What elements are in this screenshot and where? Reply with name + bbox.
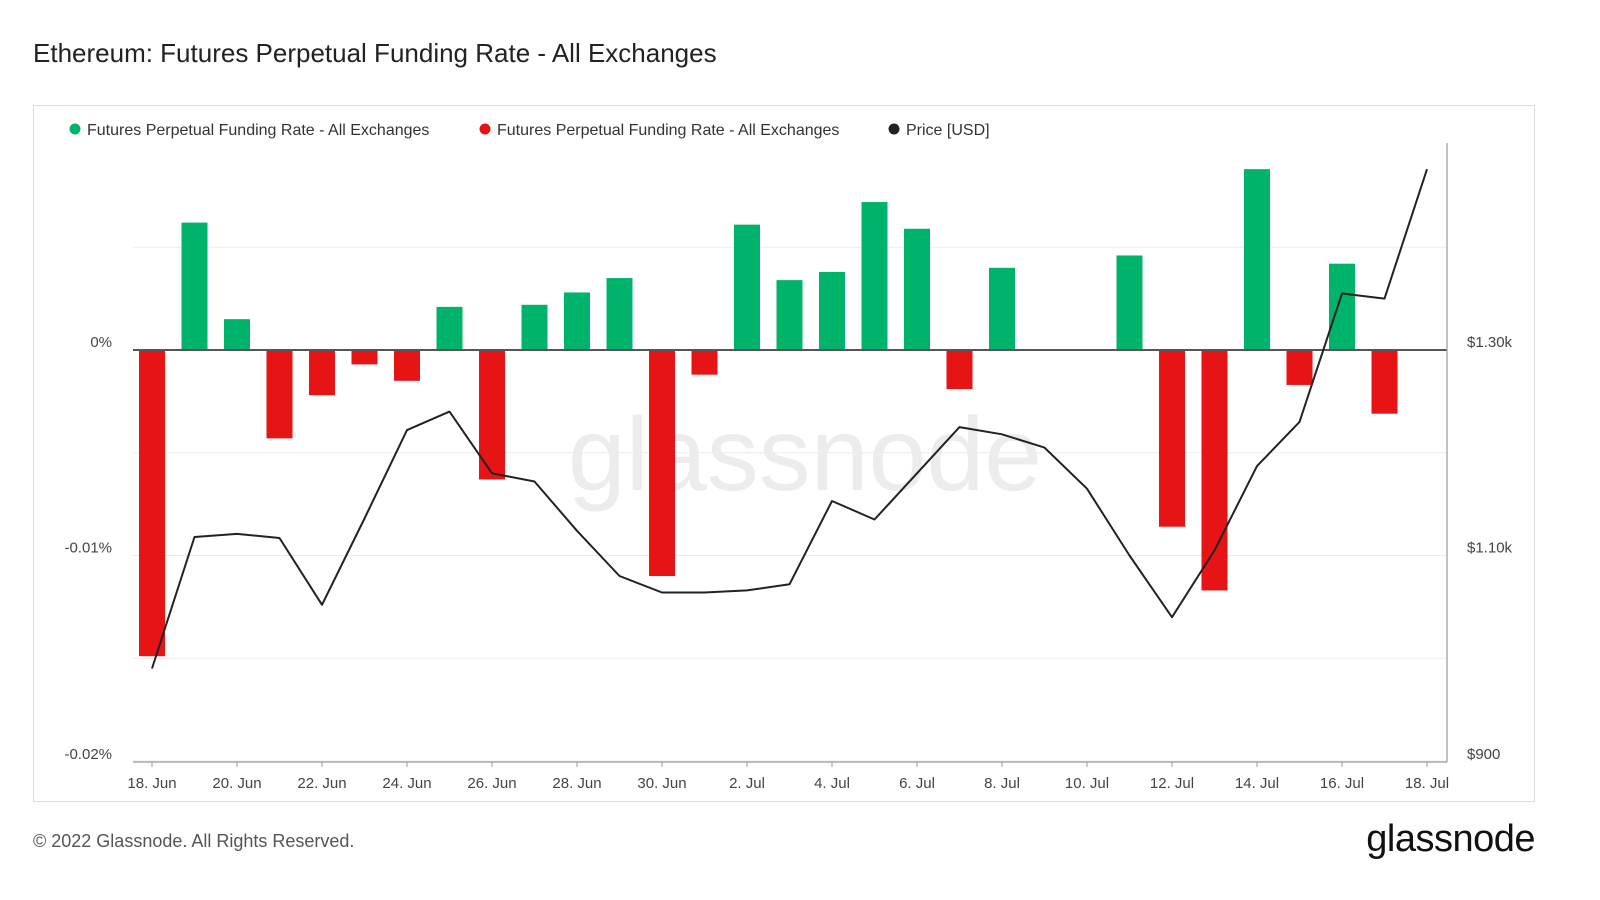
legend-marker-0 xyxy=(69,123,81,135)
bar-13. Jul xyxy=(1201,350,1228,591)
left-tick-0: 0% xyxy=(90,334,112,351)
price-line xyxy=(151,168,1428,669)
bar-15. Jul xyxy=(1286,350,1313,385)
x-tick-3: 24. Jun xyxy=(382,775,431,792)
x-tick-7: 2. Jul xyxy=(729,775,765,792)
right-tick-1: $1.10k xyxy=(1467,540,1513,557)
x-tick-4: 26. Jun xyxy=(467,775,516,792)
bar-23. Jun xyxy=(351,350,378,365)
right-tick-2: $900 xyxy=(1467,746,1500,763)
x-tick-2: 22. Jun xyxy=(297,775,346,792)
bar-25. Jun xyxy=(436,306,463,350)
legend-label-0: Futures Perpetual Funding Rate - All Exc… xyxy=(87,122,429,139)
copyright-text: © 2022 Glassnode. All Rights Reserved. xyxy=(33,831,355,851)
bar-2. Jul xyxy=(734,224,760,350)
x-tick-15: 18. Jul xyxy=(1405,775,1449,792)
bar-4. Jul xyxy=(819,271,845,350)
grid-lines xyxy=(133,246,1447,762)
legend: Futures Perpetual Funding Rate - All Exc… xyxy=(69,122,990,139)
bar-18. Jun xyxy=(139,350,165,657)
bar-1. Jul xyxy=(691,350,718,375)
x-tick-13: 14. Jul xyxy=(1235,775,1279,792)
x-tick-11: 10. Jul xyxy=(1065,775,1109,792)
chart-title: Ethereum: Futures Perpetual Funding Rate… xyxy=(33,38,717,68)
x-tick-6: 30. Jun xyxy=(637,775,686,792)
bar-26. Jun xyxy=(479,350,505,480)
chart-panel xyxy=(33,105,1535,802)
watermark: glassnode xyxy=(568,397,1042,513)
bar-19. Jun xyxy=(181,222,208,350)
bar-30. Jun xyxy=(649,350,675,577)
bar-6. Jul xyxy=(904,228,930,350)
bar-29. Jun xyxy=(606,278,633,350)
legend-marker-2 xyxy=(888,123,900,135)
glassnode-logo: glassnode xyxy=(1366,818,1535,860)
x-tick-8: 4. Jul xyxy=(814,775,850,792)
bar-7. Jul xyxy=(946,350,973,390)
bar-24. Jun xyxy=(394,350,420,381)
bar-21. Jun xyxy=(266,350,293,439)
bar-17. Jul xyxy=(1371,350,1398,414)
x-tick-10: 8. Jul xyxy=(984,775,1020,792)
right-tick-0: $1.30k xyxy=(1467,334,1513,351)
legend-label-1: Futures Perpetual Funding Rate - All Exc… xyxy=(497,122,839,139)
bar-14. Jul xyxy=(1244,169,1270,350)
bar-12. Jul xyxy=(1159,350,1185,527)
x-tick-0: 18. Jun xyxy=(127,775,176,792)
bar-11. Jul xyxy=(1116,255,1143,350)
bar-5. Jul xyxy=(861,202,888,350)
x-tick-12: 12. Jul xyxy=(1150,775,1194,792)
bar-20. Jun xyxy=(224,319,250,350)
bar-16. Jul xyxy=(1329,263,1355,350)
bar-8. Jul xyxy=(989,267,1015,350)
x-tick-1: 20. Jun xyxy=(212,775,261,792)
bar-28. Jun xyxy=(564,292,590,350)
legend-marker-1 xyxy=(479,123,491,135)
left-tick-2: -0.02% xyxy=(64,746,112,763)
bar-3. Jul xyxy=(776,280,803,350)
x-tick-14: 16. Jul xyxy=(1320,775,1364,792)
bar-27. Jun xyxy=(521,304,548,350)
axes: 0% -0.01% -0.02% $1.30k $1.10k $900 18. Jun 20.… xyxy=(64,143,1513,792)
price-line-group xyxy=(151,168,1428,669)
x-tick-9: 6. Jul xyxy=(899,775,935,792)
x-tick-5: 28. Jun xyxy=(552,775,601,792)
left-tick-1: -0.01% xyxy=(64,540,112,557)
bars xyxy=(139,169,1398,657)
bar-22. Jun xyxy=(309,350,335,396)
legend-label-2: Price [USD] xyxy=(906,122,990,139)
